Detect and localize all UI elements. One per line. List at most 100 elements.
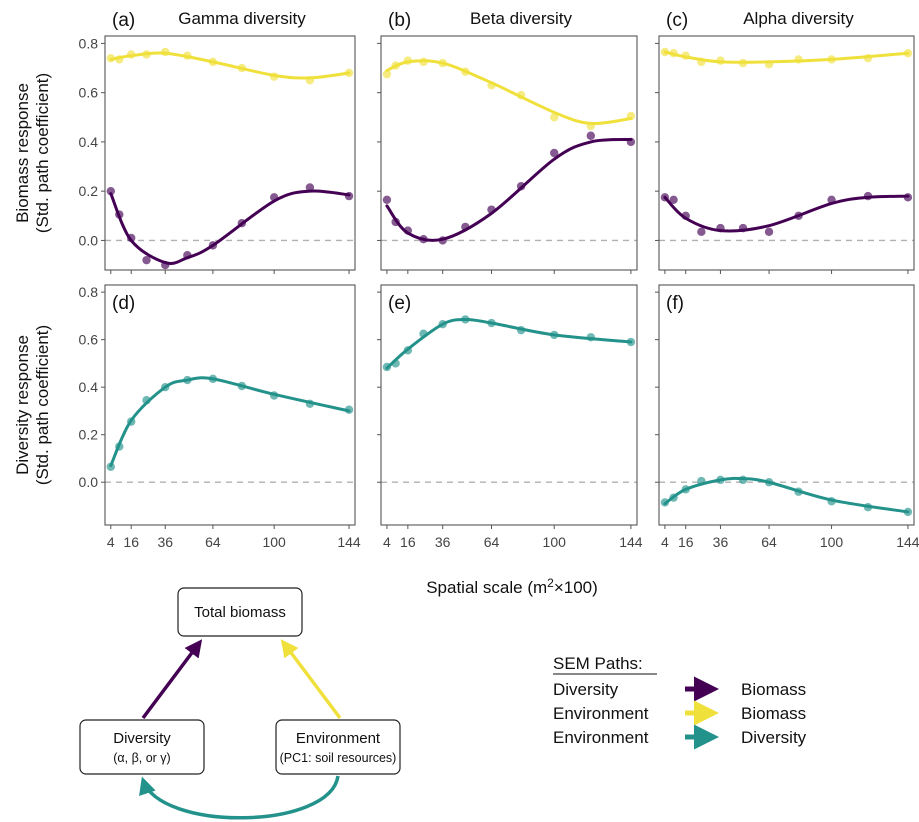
data-point-env_diversity — [461, 315, 470, 324]
total-biomass-box — [177, 587, 303, 637]
data-point-environment — [697, 57, 706, 67]
panel-frame — [104, 35, 356, 271]
data-point-environment — [586, 121, 596, 131]
data-point-env_diversity — [550, 330, 559, 340]
data-point-environment — [764, 60, 774, 69]
data-point-env_diversity — [382, 362, 392, 372]
fit-line-diversity — [109, 189, 351, 265]
panel-label: (c) — [666, 10, 688, 31]
y-axis-title-bottom-line1: Diversity response — [13, 335, 32, 475]
data-point-env_diversity — [419, 329, 428, 338]
data-point-diversity — [516, 182, 526, 191]
data-point-diversity — [827, 195, 836, 204]
legend-title: SEM Paths: — [553, 654, 643, 673]
panel-f: 4 16 36 64 100 144 (f) — [655, 284, 919, 550]
y-tick-label: 0.6 — [79, 332, 99, 348]
data-point-environment — [461, 67, 470, 76]
environment-box-line1: Environment — [296, 730, 381, 747]
legend-row-3-from: Environment — [553, 728, 649, 747]
data-point-diversity — [391, 217, 400, 227]
environment-to-biomass-arrow — [280, 639, 342, 720]
panel-c: (c) Alpha diversity — [655, 9, 915, 274]
diversity-box — [79, 719, 205, 775]
data-point-env_diversity — [391, 359, 400, 368]
data-point-env_diversity — [586, 333, 596, 342]
x-tick-label: 36 — [435, 534, 451, 550]
data-point-env_diversity — [827, 497, 836, 506]
data-point-diversity — [626, 137, 636, 147]
data-point-environment — [305, 76, 315, 85]
data-point-environment — [269, 72, 279, 81]
data-point-environment — [382, 69, 392, 79]
data-point-diversity — [344, 191, 354, 201]
data-point-diversity — [106, 186, 115, 196]
x-tick-label: 100 — [820, 534, 844, 550]
data-point-diversity — [438, 236, 447, 245]
panel-b: (b) Beta diversity — [377, 9, 638, 274]
y-tick-label: 0.6 — [79, 85, 99, 101]
legend: SEM Paths: Diversity Biomass Environment… — [553, 654, 807, 750]
x-tick-label: 64 — [484, 534, 500, 550]
data-point-env_diversity — [738, 475, 748, 485]
x-axis-title-sup: 2 — [547, 576, 554, 590]
data-point-environment — [438, 58, 447, 68]
panel-label: (f) — [666, 293, 684, 314]
series-diversity — [660, 191, 913, 237]
panel-label: (b) — [388, 10, 411, 31]
y-tick-label: 0.8 — [79, 35, 99, 51]
data-point-diversity — [305, 183, 315, 192]
data-point-diversity — [161, 260, 170, 270]
series-env_diversity — [660, 475, 913, 517]
data-point-diversity — [419, 235, 428, 244]
data-point-diversity — [669, 195, 678, 204]
panel-label: (d) — [112, 293, 135, 314]
diversity-box-line1: Diversity — [113, 730, 171, 747]
data-point-diversity — [382, 195, 392, 204]
data-point-env_diversity — [487, 318, 496, 328]
panel-frame — [658, 35, 915, 271]
x-tick-label: 4 — [661, 534, 669, 550]
data-point-env_diversity — [697, 476, 706, 486]
data-point-env_diversity — [716, 475, 725, 485]
data-point-diversity — [863, 191, 873, 201]
legend-row-1-to: Biomass — [741, 680, 806, 699]
y-tick-label: 0.4 — [79, 379, 99, 395]
data-point-diversity — [115, 210, 124, 219]
data-point-environment — [161, 47, 170, 57]
legend-row-1-from: Diversity — [553, 680, 619, 699]
data-point-environment — [237, 63, 247, 73]
fit-line-env_diversity — [109, 376, 351, 468]
data-point-environment — [516, 90, 526, 100]
series-environment — [382, 56, 636, 131]
x-tick-label: 4 — [107, 534, 115, 550]
diversity-box-line2: (α, β, or γ) — [113, 751, 170, 765]
panel-title: Beta diversity — [470, 9, 573, 28]
panel-a: 0.0 0.2 0.4 0.6 0.8 (a) Gamma diversity — [79, 9, 356, 274]
data-point-env_diversity — [516, 325, 526, 335]
legend-row-2-to: Biomass — [741, 704, 806, 723]
series-environment — [660, 47, 913, 69]
data-point-environment — [419, 57, 428, 67]
x-tick-label: 16 — [678, 534, 694, 550]
data-point-environment — [208, 57, 218, 67]
data-point-diversity — [586, 131, 596, 140]
x-tick-label: 36 — [713, 534, 729, 550]
data-point-env_diversity — [161, 382, 170, 392]
data-point-env_diversity — [626, 337, 636, 347]
data-point-env_diversity — [764, 478, 774, 487]
x-axis-title: Spatial scale (m2×100) — [426, 576, 598, 597]
data-point-environment — [127, 50, 136, 59]
fit-line-diversity — [385, 137, 633, 242]
x-axis-title-suffix: ×100) — [554, 578, 598, 597]
series-env_diversity — [382, 315, 636, 372]
data-point-diversity — [660, 193, 670, 202]
data-point-diversity — [681, 211, 690, 221]
x-tick-label: 100 — [543, 534, 567, 550]
data-point-env_diversity — [794, 487, 803, 496]
panel-frame — [380, 284, 638, 526]
data-point-environment — [681, 51, 690, 60]
panel-title: Gamma diversity — [178, 9, 306, 28]
data-point-environment — [827, 55, 836, 64]
fit-line-env_diversity — [385, 317, 633, 370]
